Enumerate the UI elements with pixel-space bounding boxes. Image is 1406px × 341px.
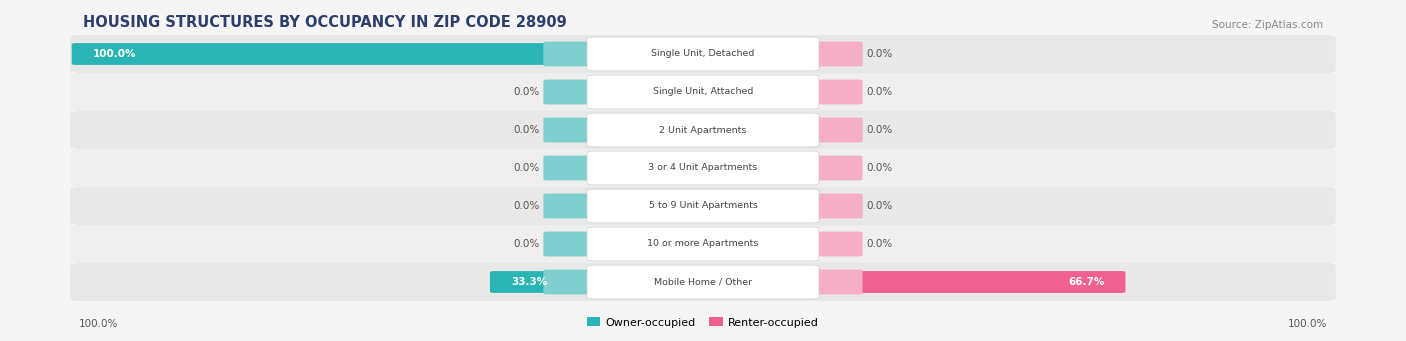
Text: 2 Unit Apartments: 2 Unit Apartments: [659, 125, 747, 134]
FancyBboxPatch shape: [72, 43, 707, 65]
FancyBboxPatch shape: [70, 111, 1336, 149]
FancyBboxPatch shape: [70, 73, 1336, 111]
Text: 0.0%: 0.0%: [513, 201, 538, 211]
Text: Mobile Home / Other: Mobile Home / Other: [654, 278, 752, 286]
FancyBboxPatch shape: [543, 194, 593, 219]
Text: 0.0%: 0.0%: [866, 125, 893, 135]
Text: 0.0%: 0.0%: [513, 239, 538, 249]
Text: 0.0%: 0.0%: [513, 87, 538, 97]
FancyBboxPatch shape: [543, 79, 593, 104]
FancyBboxPatch shape: [813, 194, 862, 219]
FancyBboxPatch shape: [70, 263, 1336, 301]
FancyBboxPatch shape: [586, 37, 818, 71]
Text: 100.0%: 100.0%: [1288, 319, 1327, 329]
FancyBboxPatch shape: [586, 227, 818, 261]
FancyBboxPatch shape: [586, 113, 818, 147]
FancyBboxPatch shape: [543, 232, 593, 256]
FancyBboxPatch shape: [813, 79, 862, 104]
FancyBboxPatch shape: [543, 42, 593, 66]
Text: 10 or more Apartments: 10 or more Apartments: [647, 239, 759, 249]
FancyBboxPatch shape: [489, 271, 707, 293]
FancyBboxPatch shape: [70, 149, 1336, 187]
FancyBboxPatch shape: [813, 232, 862, 256]
Text: 0.0%: 0.0%: [866, 49, 893, 59]
FancyBboxPatch shape: [813, 118, 862, 143]
Legend: Owner-occupied, Renter-occupied: Owner-occupied, Renter-occupied: [582, 313, 824, 332]
Text: Single Unit, Attached: Single Unit, Attached: [652, 88, 754, 97]
FancyBboxPatch shape: [586, 151, 818, 185]
Text: 3 or 4 Unit Apartments: 3 or 4 Unit Apartments: [648, 163, 758, 173]
Text: HOUSING STRUCTURES BY OCCUPANCY IN ZIP CODE 28909: HOUSING STRUCTURES BY OCCUPANCY IN ZIP C…: [83, 15, 567, 30]
FancyBboxPatch shape: [813, 270, 862, 294]
Text: Single Unit, Detached: Single Unit, Detached: [651, 49, 755, 59]
FancyBboxPatch shape: [813, 42, 862, 66]
Text: 0.0%: 0.0%: [866, 201, 893, 211]
FancyBboxPatch shape: [543, 155, 593, 180]
FancyBboxPatch shape: [543, 270, 593, 294]
Text: 0.0%: 0.0%: [866, 163, 893, 173]
Text: 0.0%: 0.0%: [513, 125, 538, 135]
Text: 33.3%: 33.3%: [510, 277, 547, 287]
FancyBboxPatch shape: [70, 187, 1336, 225]
FancyBboxPatch shape: [586, 189, 818, 223]
Text: 100.0%: 100.0%: [93, 49, 136, 59]
Text: 66.7%: 66.7%: [1069, 277, 1104, 287]
FancyBboxPatch shape: [699, 271, 1125, 293]
FancyBboxPatch shape: [586, 75, 818, 109]
FancyBboxPatch shape: [70, 225, 1336, 263]
Text: Source: ZipAtlas.com: Source: ZipAtlas.com: [1212, 20, 1323, 30]
FancyBboxPatch shape: [813, 155, 862, 180]
Text: 0.0%: 0.0%: [513, 163, 538, 173]
Text: 0.0%: 0.0%: [866, 239, 893, 249]
FancyBboxPatch shape: [543, 118, 593, 143]
Text: 0.0%: 0.0%: [866, 87, 893, 97]
FancyBboxPatch shape: [586, 265, 818, 299]
FancyBboxPatch shape: [70, 35, 1336, 73]
Text: 100.0%: 100.0%: [79, 319, 118, 329]
Text: 5 to 9 Unit Apartments: 5 to 9 Unit Apartments: [648, 202, 758, 210]
